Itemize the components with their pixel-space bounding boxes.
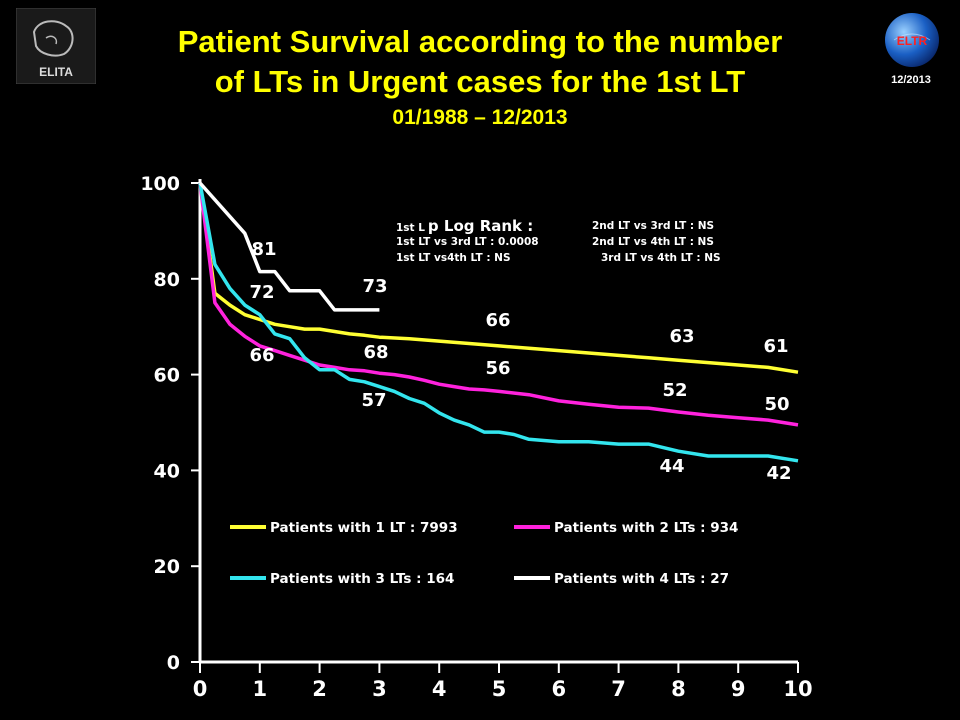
series-line-2 [198, 182, 799, 427]
legend-label: Patients with 2 LTs : 934 [554, 520, 738, 536]
log-rank-right-line: 2nd LT vs 4th LT : NS [592, 236, 714, 248]
data-label: 63 [669, 326, 694, 347]
y-tick-label: 20 [154, 556, 180, 578]
data-label: 61 [763, 336, 788, 357]
data-label: 56 [485, 358, 510, 379]
y-tick-label: 40 [154, 460, 180, 482]
x-tick-label: 8 [671, 677, 686, 701]
x-tick-label: 2 [312, 677, 327, 701]
y-tick-label: 80 [154, 269, 180, 291]
legend-label: Patients with 1 LT : 7993 [270, 520, 458, 536]
log-rank-right-line: 2nd LT vs 3rd LT : NS [592, 220, 714, 232]
y-tick-label: 60 [154, 365, 180, 387]
data-label: 50 [764, 394, 789, 415]
data-label: 66 [249, 345, 274, 366]
eltr-globe-logo: ELTR [882, 10, 942, 70]
x-tick-label: 3 [372, 677, 387, 701]
elita-logo-text: ELITA [39, 65, 73, 79]
series-line-1 [198, 182, 799, 374]
series-line-3 [198, 182, 799, 463]
data-label: 81 [251, 239, 276, 260]
x-tick-label: 1 [252, 677, 267, 701]
y-tick-label: 0 [167, 652, 180, 674]
x-tick-label: 9 [731, 677, 746, 701]
title-line-1: Patient Survival according to the number [177, 24, 783, 59]
data-label: 66 [485, 310, 510, 331]
x-tick-label: 0 [193, 677, 208, 701]
globe-logo-text: ELTR [897, 34, 928, 48]
y-tick-label: 100 [140, 173, 180, 195]
title-line-3: 01/1988 – 12/2013 [392, 106, 568, 129]
series-line-4 [198, 181, 380, 312]
data-label: 57 [361, 390, 386, 411]
log-rank-left-line: 1st LT vs 3rd LT : 0.0008 [396, 236, 539, 248]
x-tick-label: 6 [551, 677, 566, 701]
log-rank-left-line: 1st LT vs4th LT : NS [396, 252, 511, 264]
data-label: 44 [659, 456, 684, 477]
legend-label: Patients with 3 LTs : 164 [270, 571, 454, 587]
data-label: 68 [363, 342, 388, 363]
legend-label: Patients with 4 LTs : 27 [554, 571, 729, 587]
data-label: 72 [249, 282, 274, 303]
page-title: Patient Survival according to the number… [110, 22, 850, 134]
x-tick-label: 5 [492, 677, 507, 701]
data-label: 73 [362, 276, 387, 297]
x-tick-label: 7 [611, 677, 626, 701]
x-tick-label: 4 [432, 677, 447, 701]
x-tick-label: 10 [783, 677, 812, 701]
date-badge: 12/2013 [891, 74, 931, 86]
data-label: 52 [662, 380, 687, 401]
log-rank-right-line: 3rd LT vs 4th LT : NS [601, 252, 721, 264]
title-line-2: of LTs in Urgent cases for the 1st LT [214, 64, 746, 99]
elita-logo: ELITA [15, 7, 97, 85]
data-label: 42 [766, 463, 791, 484]
